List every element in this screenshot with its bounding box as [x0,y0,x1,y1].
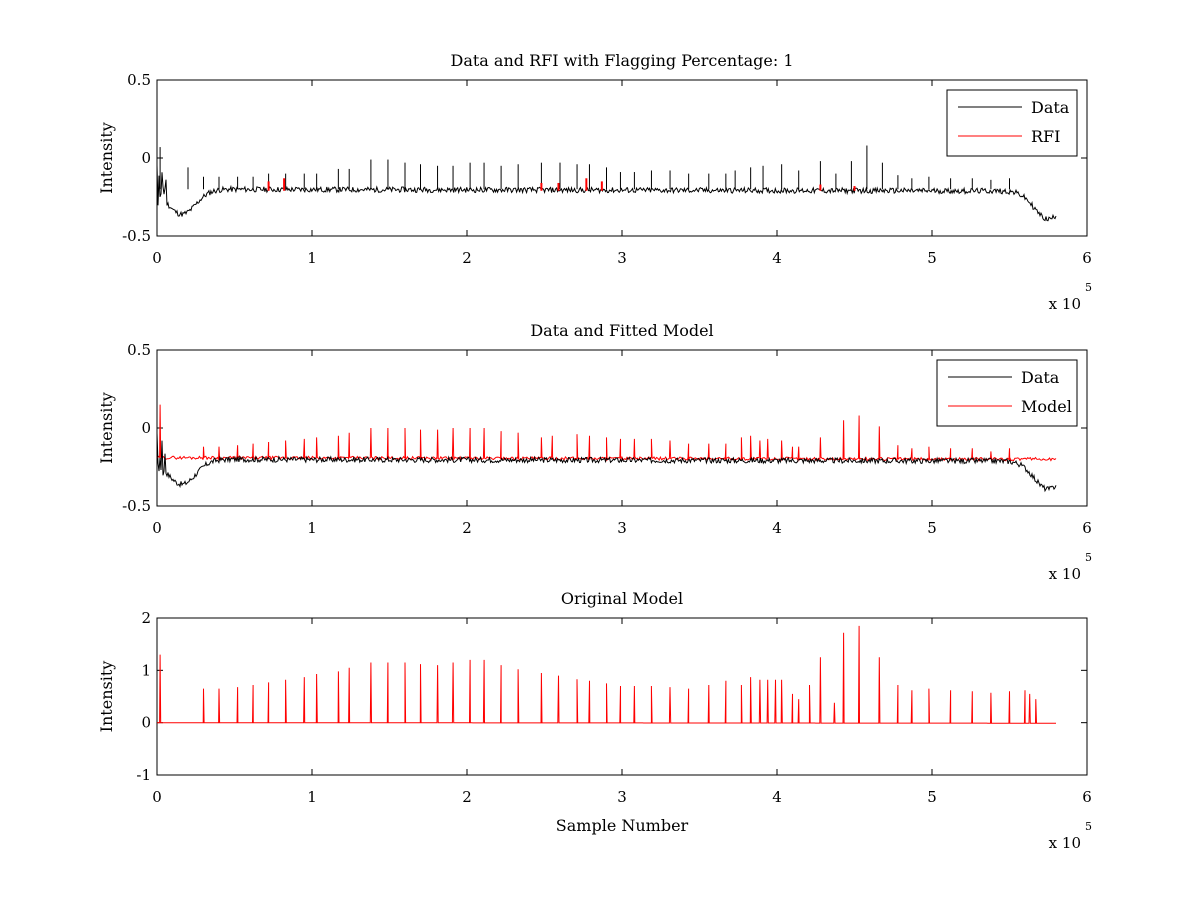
x-exponent-label: 5 [1085,551,1092,564]
plot-area [156,349,1088,507]
x-tick-label: 3 [617,788,627,806]
x-tick-label: 2 [462,249,472,267]
x-tick-label: 0 [152,249,162,267]
y-tick-label: 0 [141,714,151,732]
x-tick-label: 2 [462,788,472,806]
series-data-line [157,165,1057,222]
plot-series-group [157,145,1057,222]
x-multiplier-label: x 10 [1049,834,1081,852]
series-model-line [157,404,1057,463]
y-tick-label: 1 [141,661,151,679]
y-tick-label: -0.5 [122,227,151,245]
x-tick-label: 4 [772,519,782,537]
x-tick-label: 6 [1082,249,1092,267]
x-multiplier-label: x 10 [1049,295,1081,313]
x-tick-label: 1 [307,788,317,806]
x-tick-label: 0 [152,519,162,537]
series-data-line [157,433,1057,493]
y-tick-label: -0.5 [122,497,151,515]
subplot-1: Data and RFI with Flagging Percentage: 1… [97,51,1092,313]
plot-area [156,79,1088,237]
chart-title: Data and RFI with Flagging Percentage: 1 [450,51,793,70]
chart-title: Data and Fitted Model [530,321,713,340]
series-model-line [157,625,1056,724]
plots-container: Data and RFI with Flagging Percentage: 1… [97,51,1092,852]
x-tick-label: 5 [927,519,937,537]
legend-label-data: Data [1031,98,1070,117]
y-tick-label: -1 [136,766,151,784]
y-axis-label: Intensity [97,392,116,464]
x-exponent-label: 5 [1085,820,1092,833]
subplot-2: Data and Fitted Model Intensity 0 1 2 3 4 5 6 -0.… [97,321,1092,583]
x-tick-label: 3 [617,249,627,267]
legend-label-data: Data [1021,368,1060,387]
legend-box [946,89,1078,157]
y-axis-label: Intensity [97,122,116,194]
plot-area [156,617,1088,776]
x-tick-label: 5 [927,249,937,267]
x-axis-label: Sample Number [556,816,689,835]
x-tick-label: 6 [1082,788,1092,806]
x-tick-label: 2 [462,519,472,537]
legend-label-model: Model [1021,397,1072,416]
plot-series-group [157,625,1056,724]
y-tick-label: 2 [141,609,151,627]
plot-series-group [157,404,1057,493]
x-exponent-label: 5 [1085,281,1092,294]
x-multiplier-label: x 10 [1049,565,1081,583]
subplot-3: Original Model Intensity Sample Number 0 1 2 3… [97,589,1092,852]
chart-title: Original Model [561,589,683,608]
y-tick-label: 0 [141,419,151,437]
x-tick-label: 1 [307,519,317,537]
x-tick-label: 3 [617,519,627,537]
y-tick-label: 0.5 [127,71,151,89]
x-tick-label: 0 [152,788,162,806]
x-tick-label: 4 [772,249,782,267]
y-tick-label: 0.5 [127,341,151,359]
legend: Data RFI [946,89,1078,157]
y-tick-label: 0 [141,149,151,167]
x-tick-label: 4 [772,788,782,806]
legend-box [936,359,1078,427]
legend: Data Model [936,359,1078,427]
legend-label-rfi: RFI [1031,127,1060,146]
y-axis-label: Intensity [97,661,116,733]
x-tick-label: 6 [1082,519,1092,537]
x-tick-label: 1 [307,249,317,267]
x-tick-label: 5 [927,788,937,806]
